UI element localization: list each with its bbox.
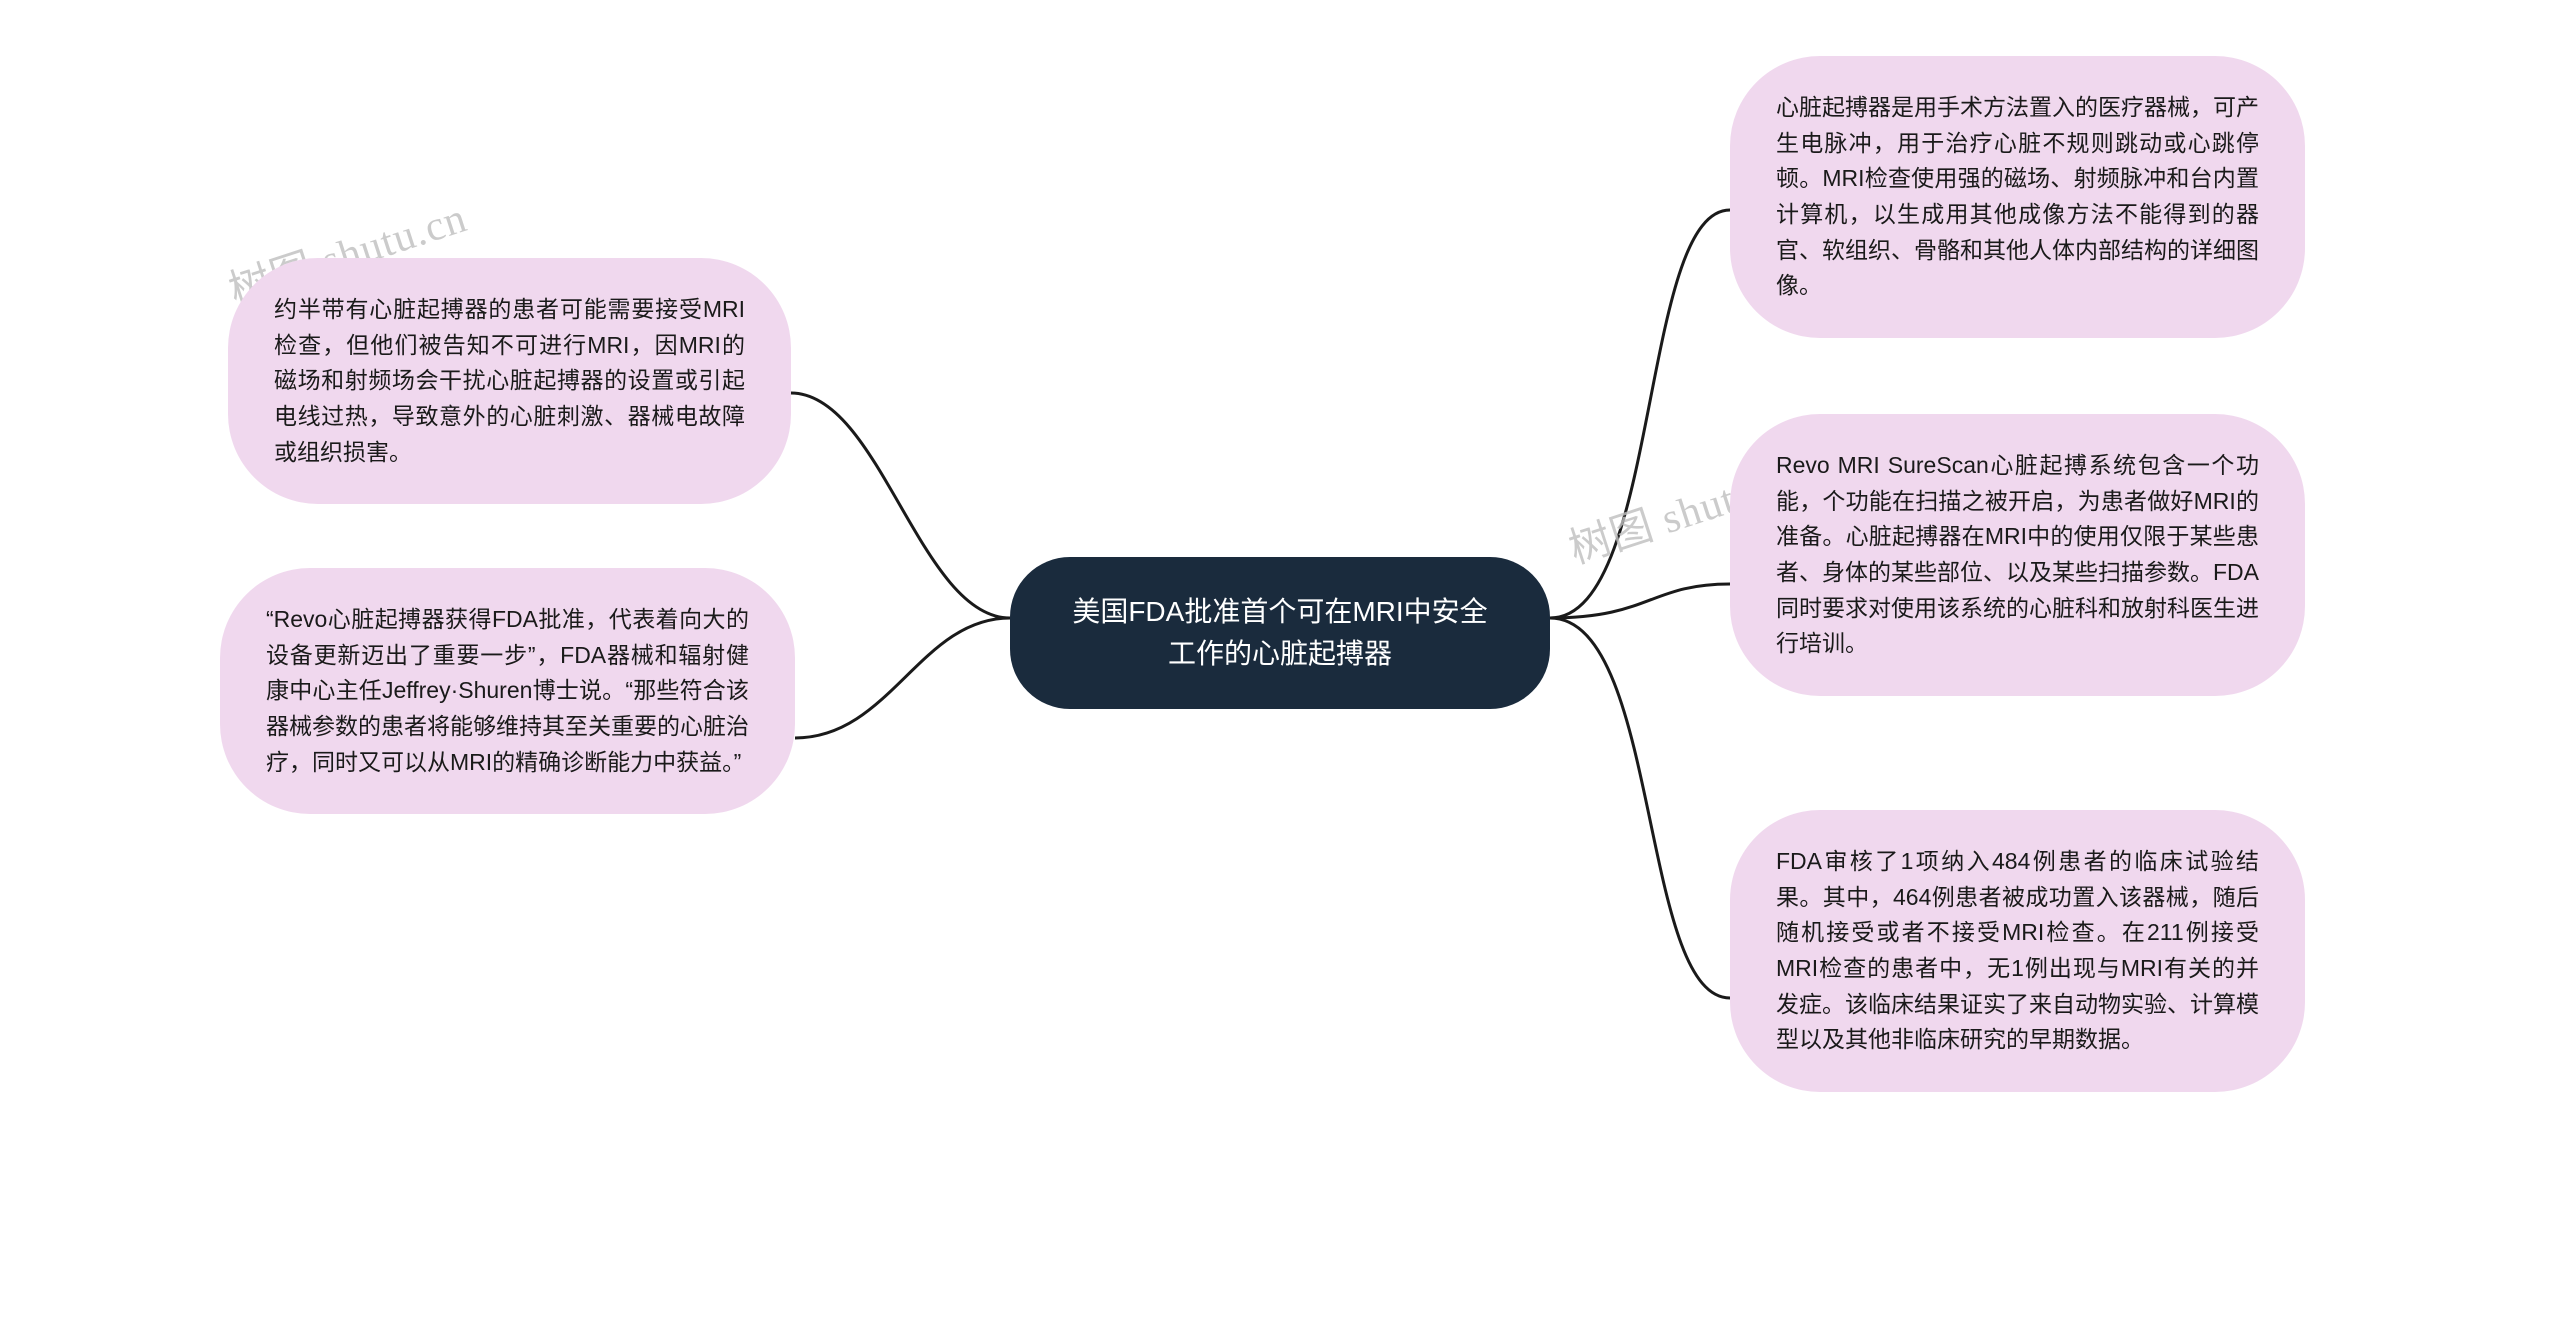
- leaf-text: 约半带有心脏起搏器的患者可能需要接受MRI检查，但他们被告知不可进行MRI，因M…: [274, 296, 745, 465]
- connector-right-1: [1550, 210, 1730, 618]
- leaf-text: FDA审核了1项纳入484例患者的临床试验结果。其中，464例患者被成功置入该器…: [1776, 848, 2259, 1052]
- leaf-node-right-3[interactable]: FDA审核了1项纳入484例患者的临床试验结果。其中，464例患者被成功置入该器…: [1730, 810, 2305, 1092]
- center-node-text: 美国FDA批准首个可在MRI中安全工作的心脏起搏器: [1072, 596, 1487, 669]
- leaf-node-left-2[interactable]: “Revo心脏起搏器获得FDA批准，代表着向大的设备更新迈出了重要一步”，FDA…: [220, 568, 795, 814]
- leaf-node-right-2[interactable]: Revo MRI SureScan心脏起搏系统包含一个功能，个功能在扫描之被开启…: [1730, 414, 2305, 696]
- leaf-text: “Revo心脏起搏器获得FDA批准，代表着向大的设备更新迈出了重要一步”，FDA…: [266, 606, 749, 775]
- center-node[interactable]: 美国FDA批准首个可在MRI中安全工作的心脏起搏器: [1010, 557, 1550, 709]
- connector-right-3: [1550, 618, 1730, 998]
- connector-left-1: [791, 393, 1010, 618]
- leaf-node-left-1[interactable]: 约半带有心脏起搏器的患者可能需要接受MRI检查，但他们被告知不可进行MRI，因M…: [228, 258, 791, 504]
- connector-left-2: [795, 618, 1010, 738]
- connector-right-2: [1550, 584, 1730, 618]
- leaf-text: 心脏起搏器是用手术方法置入的医疗器械，可产生电脉冲，用于治疗心脏不规则跳动或心跳…: [1776, 94, 2259, 298]
- mindmap-canvas: 树图 shutu.cn 树图 shutu.cn 美国FDA批准首个可在MRI中安…: [0, 0, 2560, 1324]
- leaf-text: Revo MRI SureScan心脏起搏系统包含一个功能，个功能在扫描之被开启…: [1776, 452, 2259, 656]
- leaf-node-right-1[interactable]: 心脏起搏器是用手术方法置入的医疗器械，可产生电脉冲，用于治疗心脏不规则跳动或心跳…: [1730, 56, 2305, 338]
